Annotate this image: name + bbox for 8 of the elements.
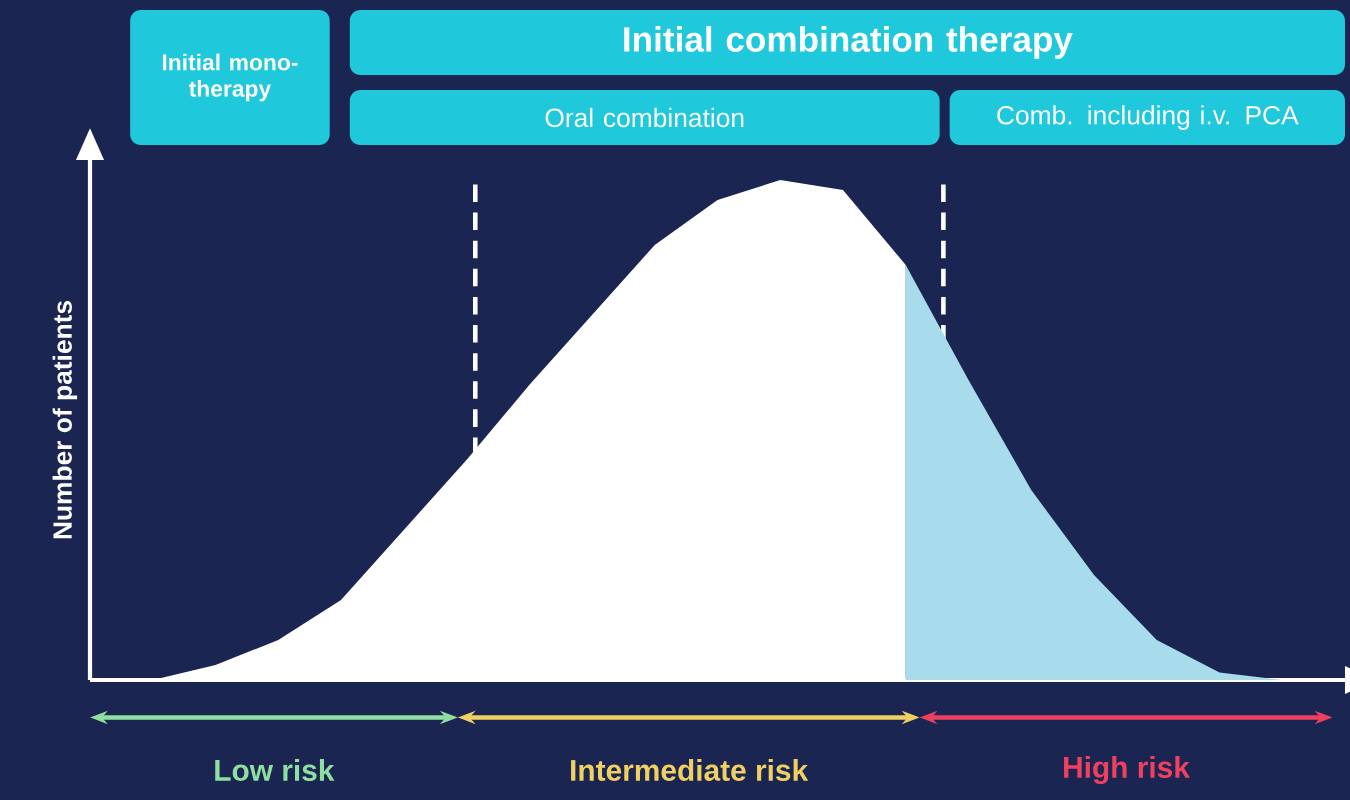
y-axis-title: Number of patients: [52, 301, 78, 539]
text: Comb. including i.v. PCA: [997, 105, 1299, 130]
text: Initial mono-therapy: [162, 53, 298, 102]
text: Initial combination therapy: [624, 26, 1073, 59]
text: Oral combination: [545, 107, 744, 128]
text: Low risk: [215, 759, 335, 781]
text: Intermediate risk: [571, 759, 809, 781]
text: High risk: [1064, 755, 1190, 784]
